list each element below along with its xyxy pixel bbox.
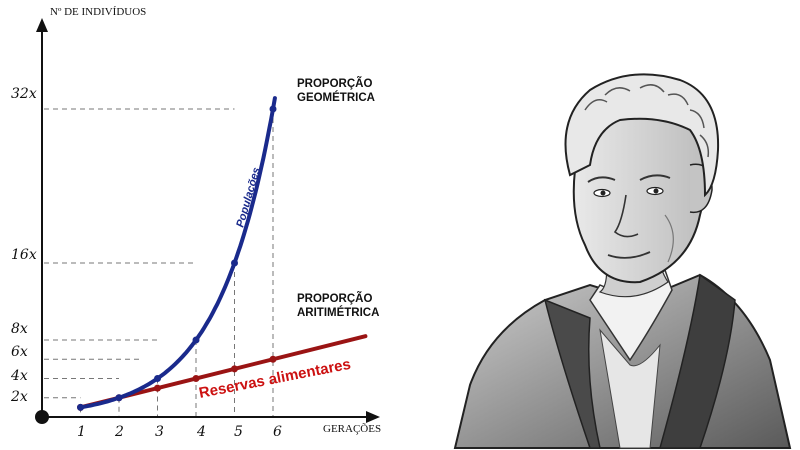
- data-point: [231, 365, 238, 373]
- y-tick-label: 4x: [10, 368, 28, 384]
- y-axis-title: Nº DE INDIVÍDUOS: [50, 6, 146, 18]
- y-tick-label: 16x: [11, 247, 37, 263]
- y-tick-label: 2x: [10, 389, 28, 405]
- series-line: [78, 96, 277, 410]
- data-point: [269, 355, 277, 363]
- portrait-shirt: [599, 328, 661, 449]
- y-tick-labels: 2x 4x 6x 8x 16x 32x: [10, 86, 37, 405]
- data-point: [154, 375, 161, 382]
- data-point: [192, 375, 200, 382]
- y-tick-label: 6x: [11, 344, 28, 360]
- x-axis-title: GERAÇÕES: [323, 423, 381, 435]
- data-point: [269, 105, 277, 113]
- axes: [35, 18, 380, 424]
- portrait-hair: [564, 73, 720, 198]
- portrait-mouth: [607, 251, 651, 259]
- data-point: [231, 259, 238, 267]
- data-point: [192, 336, 200, 344]
- portrait-cheek-shade: [664, 214, 674, 263]
- data-point: [77, 403, 84, 411]
- x-tick-label: 2: [114, 424, 124, 440]
- x-tick-labels: 1 2 3 4 5 6: [77, 424, 282, 440]
- portrait-pupil-right: [653, 188, 659, 194]
- portrait-brow-right: [639, 174, 671, 181]
- x-tick-label: 5: [234, 424, 243, 440]
- portrait-lapel-left: [543, 298, 601, 449]
- x-axis-arrow: [366, 411, 380, 423]
- guide-lines: [44, 108, 274, 417]
- annotation-arithmetic-line1: PROPORÇÃO: [297, 292, 372, 305]
- portrait-illustration: [453, 73, 792, 449]
- data-point: [154, 384, 161, 392]
- y-tick-label: 32x: [11, 86, 37, 102]
- origin-dot: [35, 410, 49, 424]
- x-tick-label: 1: [77, 424, 86, 440]
- portrait-hair-curls: [584, 84, 710, 158]
- x-tick-label: 4: [196, 424, 206, 440]
- portrait-lapel-right: [659, 273, 736, 449]
- data-point: [115, 394, 123, 402]
- portrait-nose: [613, 194, 639, 238]
- series-populacoes: [77, 96, 277, 411]
- annotation-geometric-line2: GEOMÉTRICA: [297, 91, 375, 104]
- y-axis-arrow: [36, 18, 48, 32]
- portrait-brow-left: [587, 176, 616, 183]
- annotation-geometric-line1: PROPORÇÃO: [297, 77, 372, 90]
- portrait-pupil-left: [600, 190, 606, 196]
- series-label-reservas: Reservas alimentares: [198, 356, 353, 402]
- x-tick-label: 3: [155, 424, 164, 440]
- y-tick-label: 8x: [11, 321, 28, 337]
- x-tick-label: 6: [273, 424, 282, 440]
- annotation-arithmetic-line2: ARITIMÉTRICA: [297, 306, 379, 319]
